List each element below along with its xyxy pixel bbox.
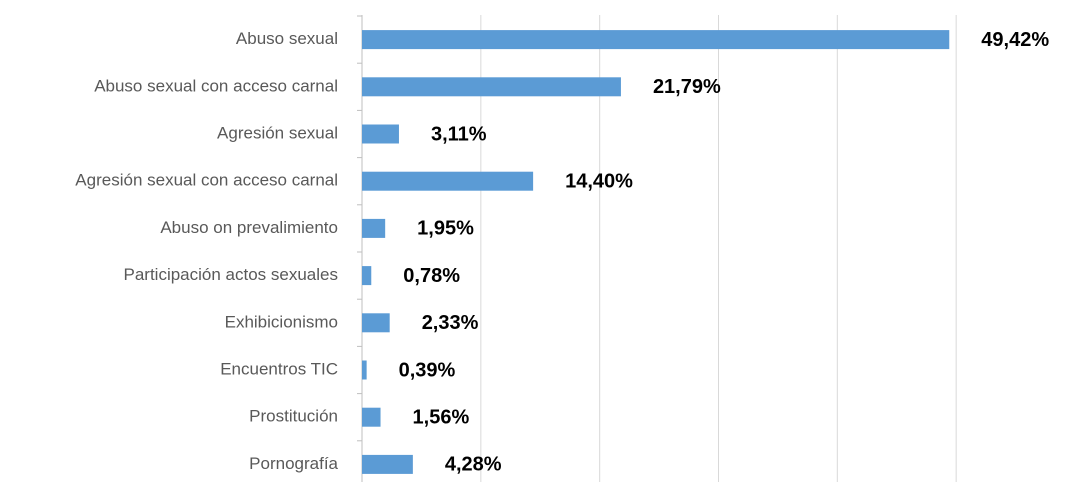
bar [362,407,381,427]
category-label: Participación actos sexuales [123,265,338,284]
value-label: 0,78% [403,265,460,287]
value-label: 0,39% [399,359,456,381]
category-label: Abuso sexual con acceso carnal [94,76,338,95]
value-label: 1,95% [417,218,474,240]
value-label: 14,40% [565,170,633,192]
category-label: Prostitución [249,407,338,426]
bar [362,77,621,97]
value-label: 2,33% [422,312,479,334]
bar [362,30,950,50]
value-label: 4,28% [445,454,502,476]
bar [362,218,386,238]
category-label: Abuso sexual [236,29,338,48]
bar [362,454,413,474]
category-label: Pornografía [249,454,338,473]
category-label: Encuentros TIC [220,359,338,378]
value-label: 49,42% [981,29,1049,51]
category-label: Abuso on prevalimiento [160,218,338,237]
value-label: 3,11% [431,123,487,145]
bar [362,313,390,333]
bar [362,171,534,191]
bar [362,266,372,286]
category-label: Exhibicionismo [225,312,338,331]
bar [362,360,367,380]
value-label: 21,79% [653,76,721,98]
category-label: Agresión sexual [217,123,338,142]
bar [362,124,399,144]
value-label: 1,56% [413,406,470,428]
category-label: Agresión sexual con acceso carnal [75,171,338,190]
